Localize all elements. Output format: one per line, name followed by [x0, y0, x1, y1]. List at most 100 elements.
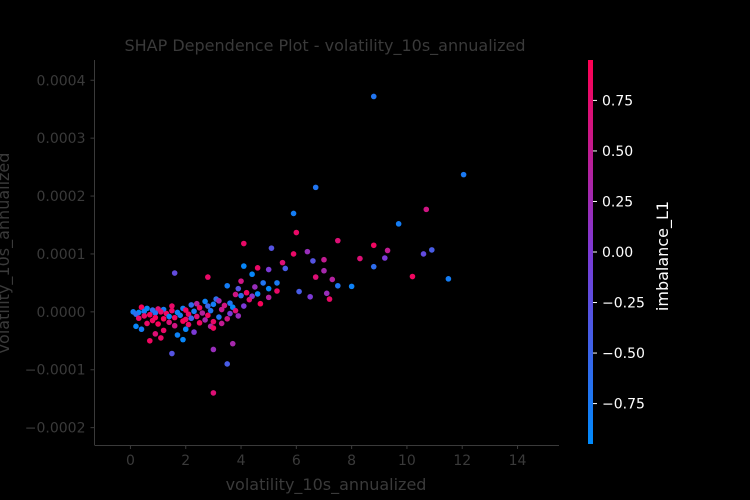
data-point: [290, 210, 297, 217]
data-point: [227, 300, 233, 306]
data-point: [141, 308, 148, 315]
y-axis-label: volatility_10s_annualized: [0, 153, 14, 354]
y-tick-label: 0.0000: [37, 305, 86, 321]
data-point: [191, 308, 197, 315]
data-point: [370, 93, 377, 100]
data-point: [185, 321, 192, 328]
data-point: [323, 290, 330, 297]
data-point: [149, 317, 156, 324]
data-point: [254, 265, 261, 271]
data-point: [171, 270, 178, 276]
data-point: [232, 307, 239, 314]
colorbar-tick-label: −0.25: [602, 296, 645, 312]
data-point: [268, 245, 275, 251]
data-point: [216, 314, 222, 320]
x-tick-label: 4: [237, 453, 246, 469]
data-point: [205, 312, 211, 319]
x-axis-label: volatility_10s_annualized: [226, 475, 427, 495]
data-point: [166, 313, 172, 320]
data-point: [429, 247, 435, 253]
data-point: [146, 337, 153, 344]
colorbar-ticks: 0.75 0.50 0.25 0.00 −0.25 −0.50 −0.75: [593, 93, 645, 413]
data-point: [196, 320, 203, 326]
data-point: [384, 247, 391, 254]
data-point: [382, 255, 388, 261]
data-point: [171, 322, 178, 329]
data-point: [146, 311, 153, 318]
data-point: [141, 313, 148, 319]
data-point: [293, 229, 300, 236]
data-point: [202, 317, 208, 323]
data-point: [135, 315, 142, 322]
data-point: [224, 282, 231, 289]
data-point: [188, 302, 195, 308]
x-tick-label: 0: [126, 453, 135, 469]
data-point: [335, 282, 341, 289]
y-tick-label: −0.0002: [25, 421, 86, 437]
x-tick-label: 14: [509, 453, 527, 469]
y-tick-label: −0.0001: [25, 363, 86, 379]
scatter-points: [130, 93, 467, 396]
x-tick-label: 12: [453, 453, 471, 469]
x-axis-ticks: 0 2 4 6 8 10 12 14: [126, 445, 527, 469]
data-point: [218, 306, 225, 313]
data-point: [207, 307, 214, 314]
data-point: [232, 291, 239, 298]
data-point: [257, 300, 264, 307]
data-point: [321, 267, 327, 274]
data-point: [460, 171, 467, 178]
data-point: [238, 292, 244, 299]
data-point: [158, 309, 164, 315]
data-point: [335, 237, 341, 244]
data-point: [144, 320, 150, 327]
data-point: [194, 313, 200, 320]
data-point: [260, 280, 266, 286]
data-point: [133, 311, 139, 317]
data-point: [312, 184, 319, 191]
data-point: [182, 307, 189, 313]
data-point: [169, 307, 175, 314]
y-tick-label: 0.0002: [37, 189, 86, 205]
data-point: [274, 280, 280, 286]
data-point: [423, 206, 430, 213]
data-point: [370, 242, 377, 249]
data-point: [243, 289, 250, 296]
x-tick-label: 8: [347, 453, 356, 469]
data-point: [218, 320, 225, 327]
data-point: [196, 304, 203, 311]
data-point: [152, 310, 159, 316]
data-point: [177, 312, 184, 319]
data-point: [246, 296, 253, 303]
data-point: [235, 313, 242, 319]
data-point: [202, 298, 208, 305]
data-point: [274, 288, 280, 294]
data-point: [155, 321, 161, 327]
colorbar-tick-label: 0.50: [602, 144, 633, 160]
y-tick-label: 0.0004: [37, 73, 86, 89]
data-point: [205, 303, 211, 309]
colorbar-tick-label: −0.75: [602, 397, 645, 413]
data-point: [166, 319, 172, 326]
data-point: [227, 310, 233, 317]
data-point: [265, 294, 272, 301]
data-point: [304, 248, 311, 255]
data-point: [194, 300, 200, 307]
data-point: [160, 327, 167, 334]
data-point: [180, 336, 186, 343]
data-point: [152, 331, 159, 337]
data-point: [296, 288, 302, 295]
data-point: [138, 304, 145, 311]
plot-area: 0 2 4 6 8 10 12 14 −0.0002 −0.0001 0.0000 0.0001 0.…: [25, 60, 559, 469]
data-point: [180, 318, 186, 324]
data-point: [310, 258, 316, 264]
data-point: [420, 251, 427, 257]
data-point: [279, 259, 286, 266]
data-point: [229, 340, 236, 347]
data-point: [210, 346, 217, 353]
data-point: [224, 361, 231, 367]
colorbar-label: imbalance_L1: [653, 201, 673, 311]
data-point: [307, 293, 313, 300]
x-tick-label: 6: [292, 453, 301, 469]
data-point: [241, 303, 247, 309]
data-point: [205, 274, 211, 280]
